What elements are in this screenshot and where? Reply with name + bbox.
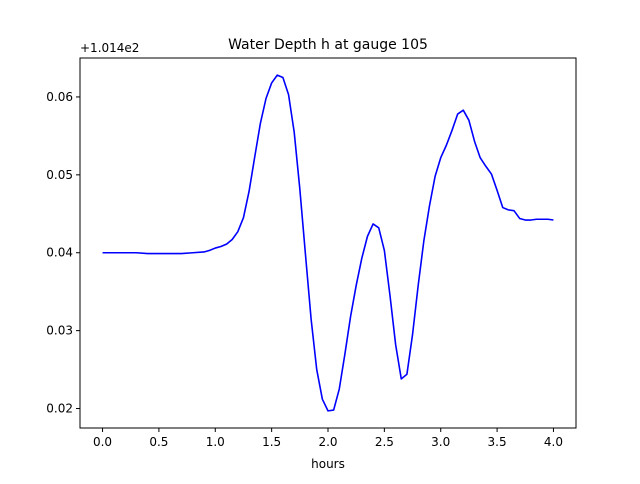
chart-title: Water Depth h at gauge 105: [228, 37, 428, 53]
y-tick-label: 0.02: [46, 402, 73, 416]
y-axis-offset-label: +1.014e2: [80, 41, 139, 55]
x-axis-ticks: 0.0 0.5 1.0 1.5 2.0 2.5 3.0 3.5 4.0: [93, 428, 563, 449]
x-tick-label: 2.0: [318, 435, 337, 449]
plot-area: [80, 58, 576, 428]
y-tick-label: 0.05: [46, 168, 73, 182]
x-tick-label: 3.5: [488, 435, 507, 449]
series-layer: [102, 74, 554, 412]
x-tick-label: 2.5: [375, 435, 394, 449]
x-tick-label: 3.0: [431, 435, 450, 449]
x-tick-label: 4.0: [544, 435, 563, 449]
series-line-0: [102, 74, 554, 412]
y-tick-label: 0.04: [46, 246, 73, 260]
x-tick-label: 0.0: [93, 435, 112, 449]
x-tick-label: 1.5: [262, 435, 281, 449]
y-tick-label: 0.06: [46, 90, 73, 104]
x-tick-label: 0.5: [149, 435, 168, 449]
x-axis-label: hours: [311, 457, 345, 471]
plot-frame: [79, 57, 577, 429]
x-tick-label: 1.0: [206, 435, 225, 449]
y-tick-label: 0.03: [46, 324, 73, 338]
y-axis-ticks: 0.02 0.03 0.04 0.05 0.06: [46, 90, 80, 416]
